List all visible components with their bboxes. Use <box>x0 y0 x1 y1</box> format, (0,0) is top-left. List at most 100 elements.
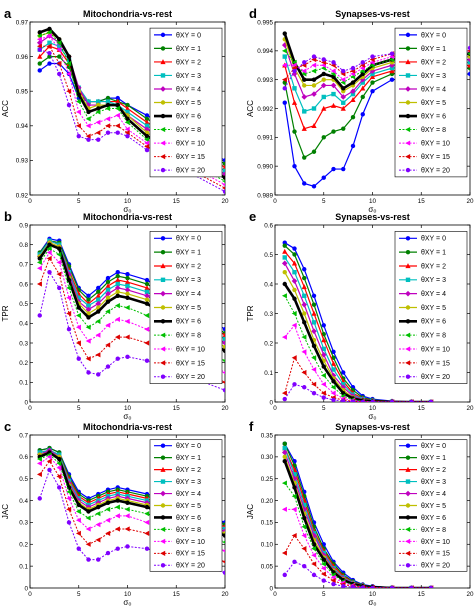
legend: θXY = 0 θXY = 1 θXY = 2 θXY = 3 θXY = 4 θXY =… <box>149 439 223 572</box>
series-group <box>36 236 225 393</box>
series-line <box>284 56 470 113</box>
data-point <box>144 530 150 536</box>
legend: θXY = 0 θXY = 1 θXY = 2 θXY = 3 θXY = 4 θXY =… <box>394 231 468 384</box>
data-point <box>330 360 337 366</box>
legend-entry: θXY = 0 <box>421 236 446 243</box>
data-point <box>105 99 111 104</box>
data-point <box>350 143 356 149</box>
legend-entry: θXY = 2 <box>176 263 201 270</box>
data-point <box>105 279 111 285</box>
data-point <box>66 71 72 77</box>
data-point <box>95 352 101 358</box>
data-point <box>36 33 42 39</box>
data-point <box>115 498 120 503</box>
data-point <box>389 585 395 588</box>
data-point <box>115 546 120 551</box>
legend-marker <box>160 46 166 51</box>
legend-entry: θXY = 4 <box>176 86 201 93</box>
data-point <box>57 285 62 291</box>
data-point <box>321 105 327 111</box>
legend-entry: θXY = 20 <box>176 563 205 570</box>
y-tick-label: 0.93 <box>16 158 29 165</box>
series-group <box>281 240 434 402</box>
data-point <box>311 91 317 97</box>
data-point <box>114 105 120 112</box>
legend-entry: θXY = 3 <box>421 277 446 284</box>
legend: θXY = 0 θXY = 1 θXY = 2 θXY = 3 θXY = 4 θXY =… <box>394 27 468 178</box>
data-point <box>46 246 52 252</box>
data-point <box>282 54 287 59</box>
legend-marker <box>405 126 411 133</box>
legend-entry: θXY = 10 <box>176 346 205 353</box>
data-point <box>302 515 307 521</box>
legend-marker <box>160 332 166 338</box>
y-tick-label: 0.25 <box>261 476 274 483</box>
legend-marker <box>405 167 411 173</box>
data-point <box>75 98 81 105</box>
data-point <box>36 43 42 49</box>
data-point <box>311 62 317 68</box>
data-point <box>321 578 326 583</box>
legend-marker <box>160 100 166 105</box>
data-point <box>85 541 91 547</box>
series-line <box>39 251 225 373</box>
legend-marker <box>160 550 166 556</box>
data-point <box>281 449 288 456</box>
panel-letter: d <box>249 6 257 21</box>
data-point <box>124 334 130 340</box>
data-point <box>144 281 150 287</box>
data-point <box>96 102 101 108</box>
data-point <box>301 125 307 131</box>
data-point <box>331 91 336 97</box>
data-point <box>330 577 336 584</box>
series-line <box>39 31 225 182</box>
y-tick-label: 0.5 <box>19 301 28 308</box>
y-tick-label: 0.3 <box>19 340 28 347</box>
data-point <box>292 287 297 293</box>
y-axis-label: TPR <box>246 305 255 321</box>
data-point <box>47 242 52 247</box>
data-point <box>389 68 395 74</box>
data-point <box>320 571 326 577</box>
data-point <box>350 80 356 85</box>
legend-entry: θXY = 8 <box>421 333 446 340</box>
y-axis-label: JAC <box>1 504 10 519</box>
data-point <box>360 585 365 588</box>
x-tick-label: 0 <box>28 198 32 205</box>
data-point <box>321 57 326 62</box>
data-point <box>281 550 287 556</box>
data-point <box>292 252 297 257</box>
panel-letter: f <box>249 419 254 434</box>
data-point <box>282 441 287 446</box>
y-tick-label: 0.97 <box>16 19 29 26</box>
data-point <box>331 397 336 402</box>
chart-title: Synapses-vs-rest <box>335 212 410 222</box>
data-point <box>115 356 120 361</box>
panel-f-jac-synapses: 0 0.05 0.10 0.15 0.20 0.25 0.30 0.35 0 5 10 15 20 Syn… <box>246 419 474 607</box>
data-point <box>311 546 317 552</box>
legend-entry: θXY = 2 <box>176 467 201 474</box>
legend-marker <box>405 249 411 255</box>
data-point <box>85 526 91 532</box>
data-point <box>125 275 130 281</box>
y-tick-label: 0.35 <box>261 432 274 439</box>
data-point <box>125 271 130 277</box>
data-point <box>85 133 91 139</box>
data-point <box>86 99 91 104</box>
data-point <box>320 82 327 89</box>
legend: θXY = 0 θXY = 1 θXY = 2 θXY = 3 θXY = 4 θXY =… <box>149 27 223 178</box>
data-point <box>292 246 297 251</box>
data-point <box>66 495 72 501</box>
data-point <box>370 399 375 402</box>
x-tick-label: 15 <box>173 591 181 598</box>
data-point <box>281 293 287 299</box>
data-point <box>302 563 307 569</box>
y-tick-label: 0.92 <box>16 192 29 199</box>
data-point <box>282 459 287 464</box>
y-tick-label: 0.2 <box>264 340 273 347</box>
legend-entry: θXY = 20 <box>176 168 205 175</box>
data-point <box>124 318 130 324</box>
data-point <box>292 129 297 134</box>
data-point <box>114 334 120 340</box>
legend-entry: θXY = 4 <box>421 86 446 93</box>
